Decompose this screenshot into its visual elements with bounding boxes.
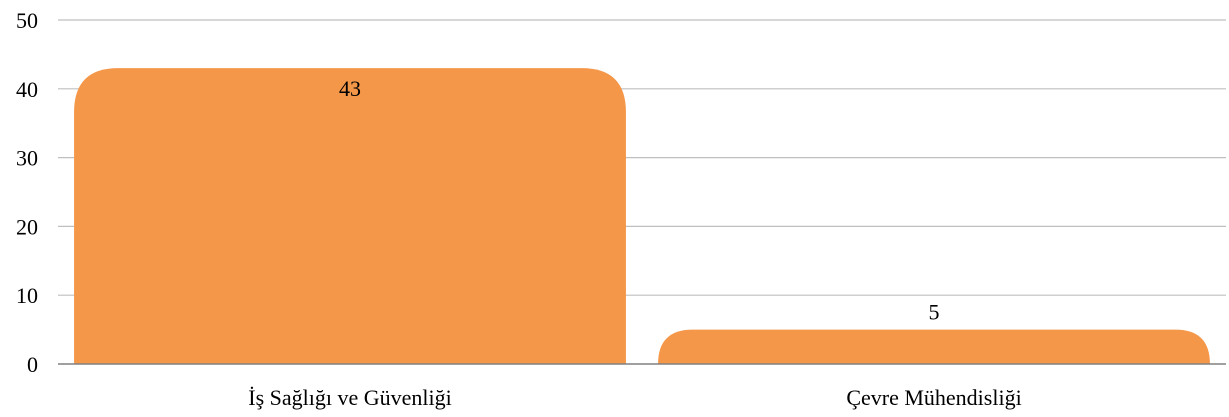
bar [74,68,626,364]
y-tick-label: 20 [16,214,38,239]
x-tick-label: İş Sağlığı ve Güvenliği [248,385,451,410]
x-tick-label: Çevre Mühendisliği [846,385,1021,410]
y-tick-label: 40 [16,77,38,102]
bars [74,68,1210,364]
y-tick-label: 30 [16,146,38,171]
data-label: 43 [339,76,361,101]
y-tick-label: 0 [27,352,38,377]
data-label: 5 [929,300,940,325]
bar [658,329,1210,364]
y-tick-label: 50 [16,8,38,33]
y-tick-label: 10 [16,283,38,308]
labels: 0 10 20 30 40 50 43 İş Sağlığı ve Güvenliği 5 Çev… [16,8,1022,410]
